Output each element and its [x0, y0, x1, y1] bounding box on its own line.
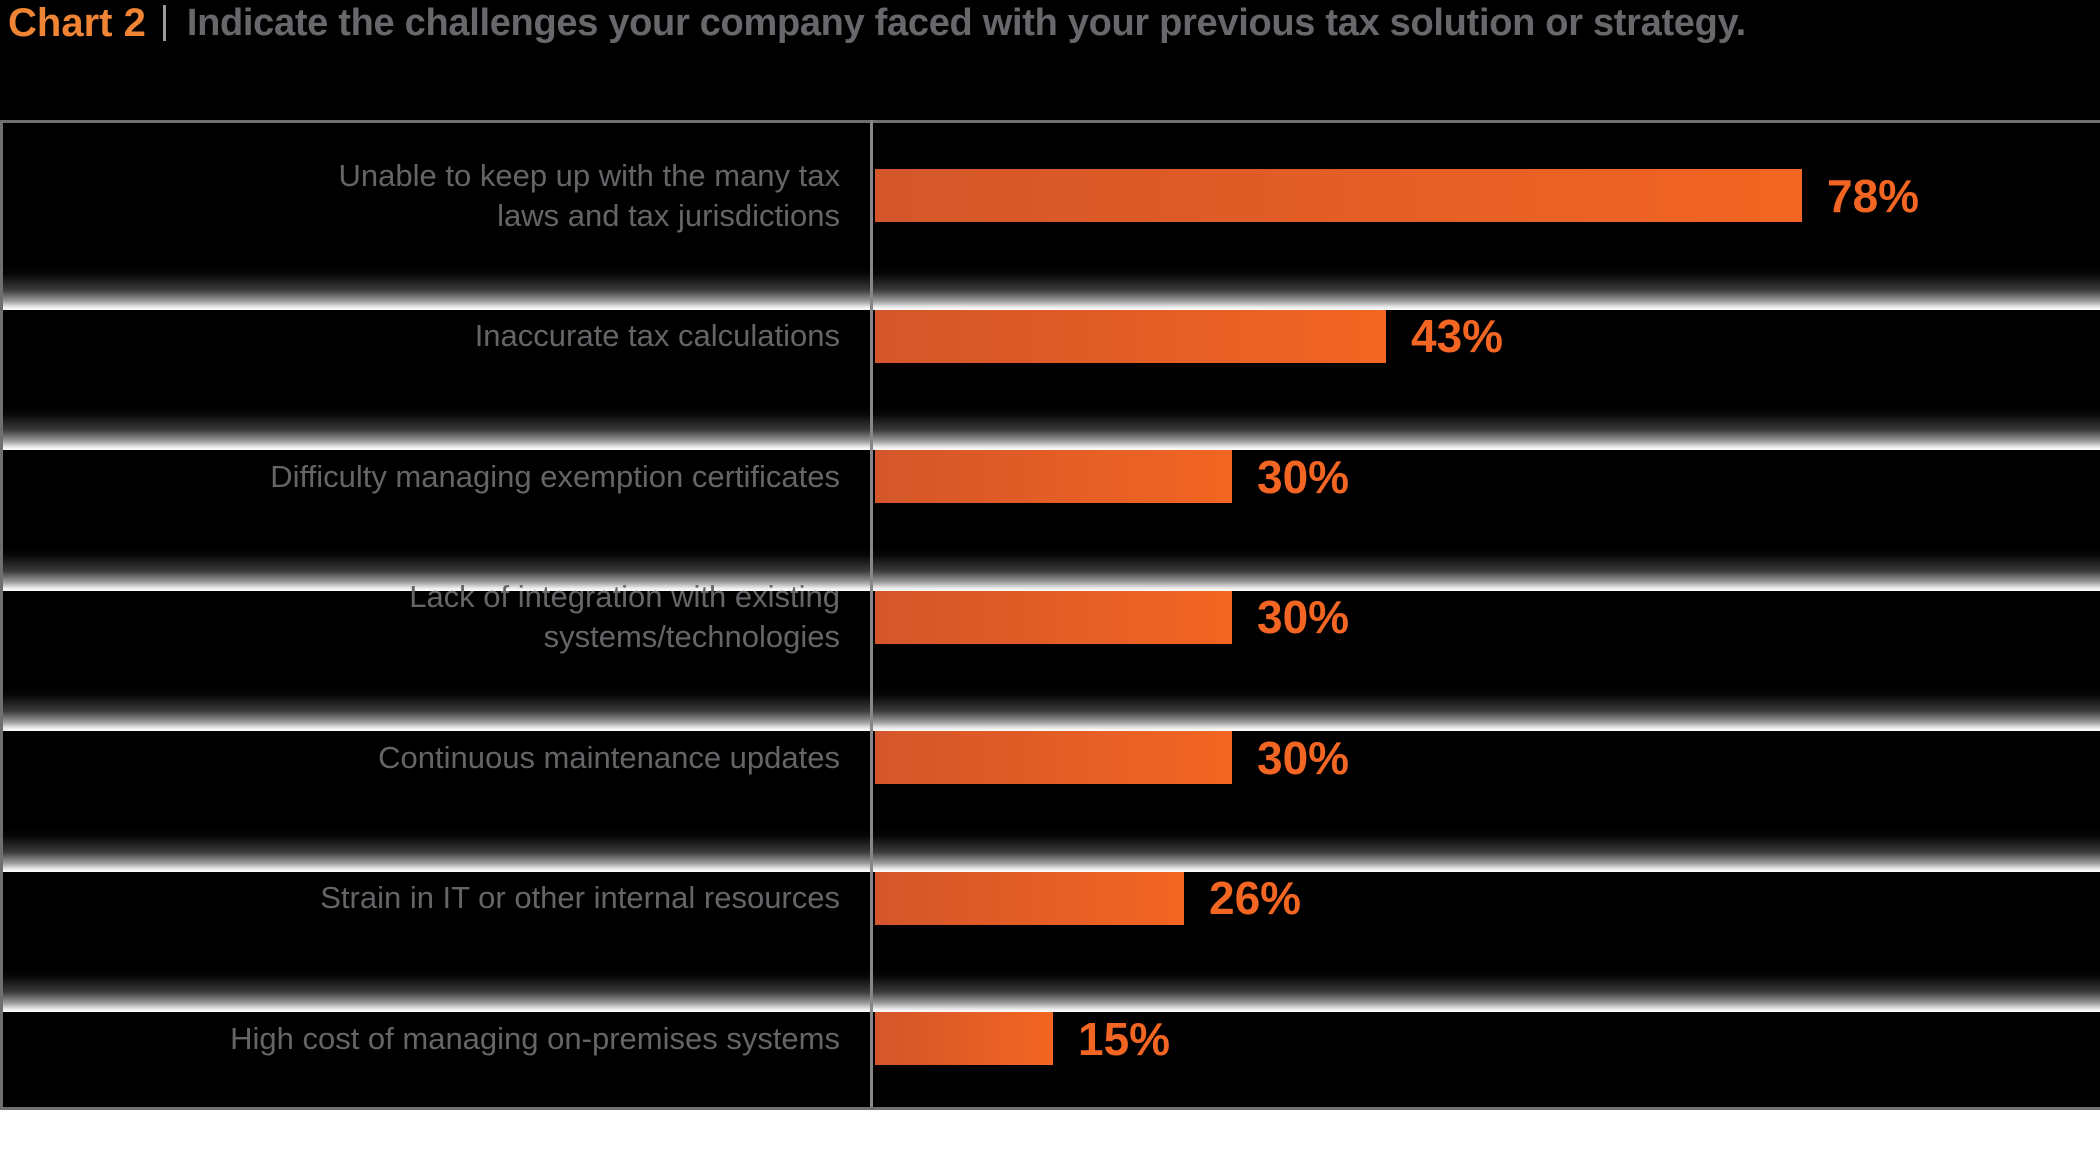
bar-track: 26% — [875, 871, 2100, 925]
category-label: Strain in IT or other internal resources — [320, 880, 840, 916]
category-label: Lack of integration with existing system… — [409, 579, 840, 655]
chart-row: Difficulty managing exemption certificat… — [3, 404, 2100, 545]
value-label: 30% — [1257, 731, 1350, 784]
bar — [875, 590, 1232, 644]
bar — [875, 309, 1386, 363]
plot-top-border — [0, 120, 2100, 123]
value-label: 43% — [1411, 310, 1504, 363]
chart-row: Strain in IT or other internal resources… — [3, 826, 2100, 967]
bar-track: 43% — [875, 309, 2100, 363]
bar — [875, 731, 1232, 785]
bar — [875, 450, 1232, 504]
category-label: High cost of managing on-premises system… — [230, 1020, 840, 1056]
chart-row: Lack of integration with existing system… — [3, 545, 2100, 686]
bar — [875, 169, 1802, 222]
value-label: 30% — [1257, 591, 1350, 644]
bar-track: 30% — [875, 450, 2100, 504]
chart-header: Chart 2 Indicate the challenges your com… — [8, 0, 2100, 46]
row-separator-gradient — [3, 827, 2100, 872]
bar — [875, 1012, 1053, 1066]
category-axis-line — [870, 120, 873, 1107]
row-separator-gradient — [3, 265, 2100, 310]
category-label: Continuous maintenance updates — [378, 739, 840, 775]
value-label: 30% — [1257, 450, 1350, 503]
plot-left-border — [0, 120, 3, 1107]
bar — [875, 871, 1184, 925]
category-label: Unable to keep up with the many tax laws… — [338, 157, 840, 233]
plot-area: Unable to keep up with the many tax laws… — [3, 123, 2100, 1107]
bar-track: 15% — [875, 1012, 2100, 1066]
bar-track: 30% — [875, 590, 2100, 644]
chart-row: High cost of managing on-premises system… — [3, 966, 2100, 1107]
value-label: 78% — [1827, 169, 1920, 222]
header-divider-line — [162, 5, 166, 41]
bar-track: 78% — [875, 169, 2100, 222]
chart-row: Continuous maintenance updates 30% — [3, 685, 2100, 826]
chart-row: Unable to keep up with the many tax laws… — [3, 123, 2100, 264]
value-label: 15% — [1078, 1012, 1171, 1065]
row-separator-gradient — [3, 968, 2100, 1013]
chart-number-label: Chart 2 — [8, 1, 146, 45]
row-separator-gradient — [3, 546, 2100, 591]
value-label: 26% — [1209, 872, 1302, 925]
chart-row: Inaccurate tax calculations 43% — [3, 264, 2100, 405]
page-footer-band — [0, 1110, 2100, 1160]
category-label: Inaccurate tax calculations — [474, 318, 840, 354]
chart-title: Indicate the challenges your company fac… — [186, 2, 1746, 44]
row-separator-gradient — [3, 406, 2100, 451]
category-label: Difficulty managing exemption certificat… — [270, 458, 840, 494]
plot-bottom-border — [0, 1107, 2100, 1110]
bar-track: 30% — [875, 731, 2100, 785]
row-separator-gradient — [3, 687, 2100, 732]
